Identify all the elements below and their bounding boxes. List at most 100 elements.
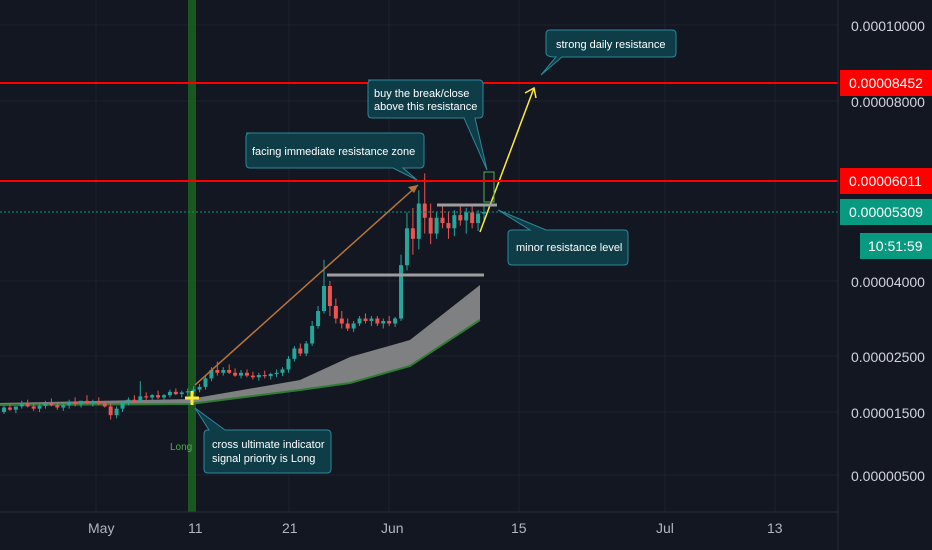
candle-body	[256, 375, 261, 378]
price-label: 0.00000500	[851, 468, 925, 484]
candle-body	[482, 212, 486, 214]
signal-vertical-marker	[188, 0, 196, 512]
time-label: May	[88, 520, 114, 536]
candle-body	[126, 399, 131, 402]
candle-body	[37, 405, 42, 409]
candle-body	[90, 401, 95, 404]
candle-body	[458, 215, 463, 221]
candle-body	[7, 407, 12, 410]
candle-body	[327, 286, 332, 306]
price-tag-strong	[840, 70, 932, 96]
price-label: 0.00002500	[851, 349, 925, 365]
svg-text:above this resistance: above this resistance	[374, 101, 477, 113]
candle-body	[298, 348, 303, 354]
candle-body	[209, 370, 214, 379]
candle-body	[292, 348, 297, 359]
svg-text:facing immediate resistance zo: facing immediate resistance zone	[252, 146, 415, 158]
candle-body	[387, 321, 392, 324]
candle-body	[197, 386, 202, 390]
time-label: 15	[511, 520, 527, 536]
annotations: strong daily resistance buy the break/cl…	[194, 29, 677, 474]
price-tag-current-text: 0.00005309	[849, 204, 923, 220]
candle-body	[393, 318, 398, 324]
candle-body	[73, 401, 78, 405]
candle-body	[221, 370, 226, 373]
time-label: 11	[188, 520, 203, 536]
candle-body	[262, 375, 267, 377]
trend-arrow-line	[194, 184, 419, 386]
price-tag-current	[840, 199, 932, 225]
candle-body	[310, 326, 315, 344]
time-label: 21	[282, 520, 298, 536]
countdown-text: 10:51:59	[868, 238, 923, 254]
candle-body	[144, 396, 149, 398]
candle-body	[452, 215, 457, 229]
candle-body	[43, 403, 48, 406]
ema-cloud	[0, 285, 480, 405]
candle-body	[67, 401, 72, 406]
candle-body	[345, 323, 350, 329]
annotation-cross-indicator: cross ultimate indicator signal priority…	[194, 407, 332, 474]
candle-body	[191, 389, 196, 392]
time-axis[interactable]: May 11 21 Jun 15 Jul 13	[88, 520, 783, 536]
svg-text:cross ultimate indicator: cross ultimate indicator	[212, 439, 325, 451]
annotation-minor-resistance: minor resistance level	[497, 209, 629, 266]
annotation-buy-break: buy the break/close above this resistanc…	[367, 79, 488, 171]
candle-body	[250, 375, 255, 378]
annotation-immediate-resistance: facing immediate resistance zone	[245, 132, 425, 181]
candle-body	[268, 373, 273, 377]
candle-body	[31, 406, 36, 409]
candle-body	[156, 395, 161, 398]
svg-text:buy the break/close: buy the break/close	[374, 88, 469, 100]
signal-text: Long	[170, 442, 192, 453]
candle-body	[410, 228, 415, 239]
candle-body	[316, 311, 321, 326]
candle-body	[369, 318, 374, 321]
ema-line	[0, 319, 481, 406]
candle-body	[102, 403, 107, 407]
candle-body	[84, 400, 89, 404]
candle-body	[233, 372, 238, 376]
target-arrow-head	[524, 86, 537, 99]
candle-body	[416, 203, 421, 239]
candle-body	[351, 323, 356, 329]
price-label: 0.00001500	[851, 405, 925, 421]
candle-body	[227, 370, 232, 373]
candle-body	[108, 406, 113, 416]
price-label: 0.00004000	[851, 274, 925, 290]
candle-body	[280, 369, 285, 373]
candle-body	[138, 396, 143, 401]
price-tag-immediate	[840, 168, 932, 194]
candle-body	[55, 405, 60, 408]
candle-body	[322, 286, 326, 311]
candle-body	[286, 358, 291, 370]
candle-body	[215, 370, 220, 373]
annotation-strong-daily-resistance: strong daily resistance	[540, 29, 677, 76]
svg-text:strong daily resistance: strong daily resistance	[556, 39, 665, 51]
candle-body	[96, 401, 101, 404]
candle-body	[440, 217, 445, 224]
svg-text:minor resistance level: minor resistance level	[516, 242, 622, 254]
candle-body	[150, 395, 155, 398]
time-label: 13	[767, 520, 783, 536]
time-label: Jul	[656, 520, 674, 536]
price-axis[interactable]: 0.00010000 0.00008000 0.00004000 0.00002…	[851, 18, 925, 484]
candle-body	[173, 391, 178, 395]
breakout-box	[483, 171, 495, 203]
candle-body	[404, 228, 409, 266]
candle-body	[363, 318, 368, 321]
candle-body	[399, 265, 404, 319]
candle-body	[476, 213, 481, 224]
candle-body	[2, 407, 6, 412]
cross-marker	[185, 391, 199, 405]
ema-band	[0, 285, 481, 406]
time-label: Jun	[381, 520, 404, 536]
candle-body	[19, 404, 24, 407]
candle-body	[239, 372, 244, 376]
candle-body	[13, 406, 18, 410]
price-label: 0.00008000	[851, 94, 925, 110]
candle-body	[162, 395, 166, 398]
candle-body	[422, 203, 427, 218]
candle-body	[304, 343, 309, 354]
